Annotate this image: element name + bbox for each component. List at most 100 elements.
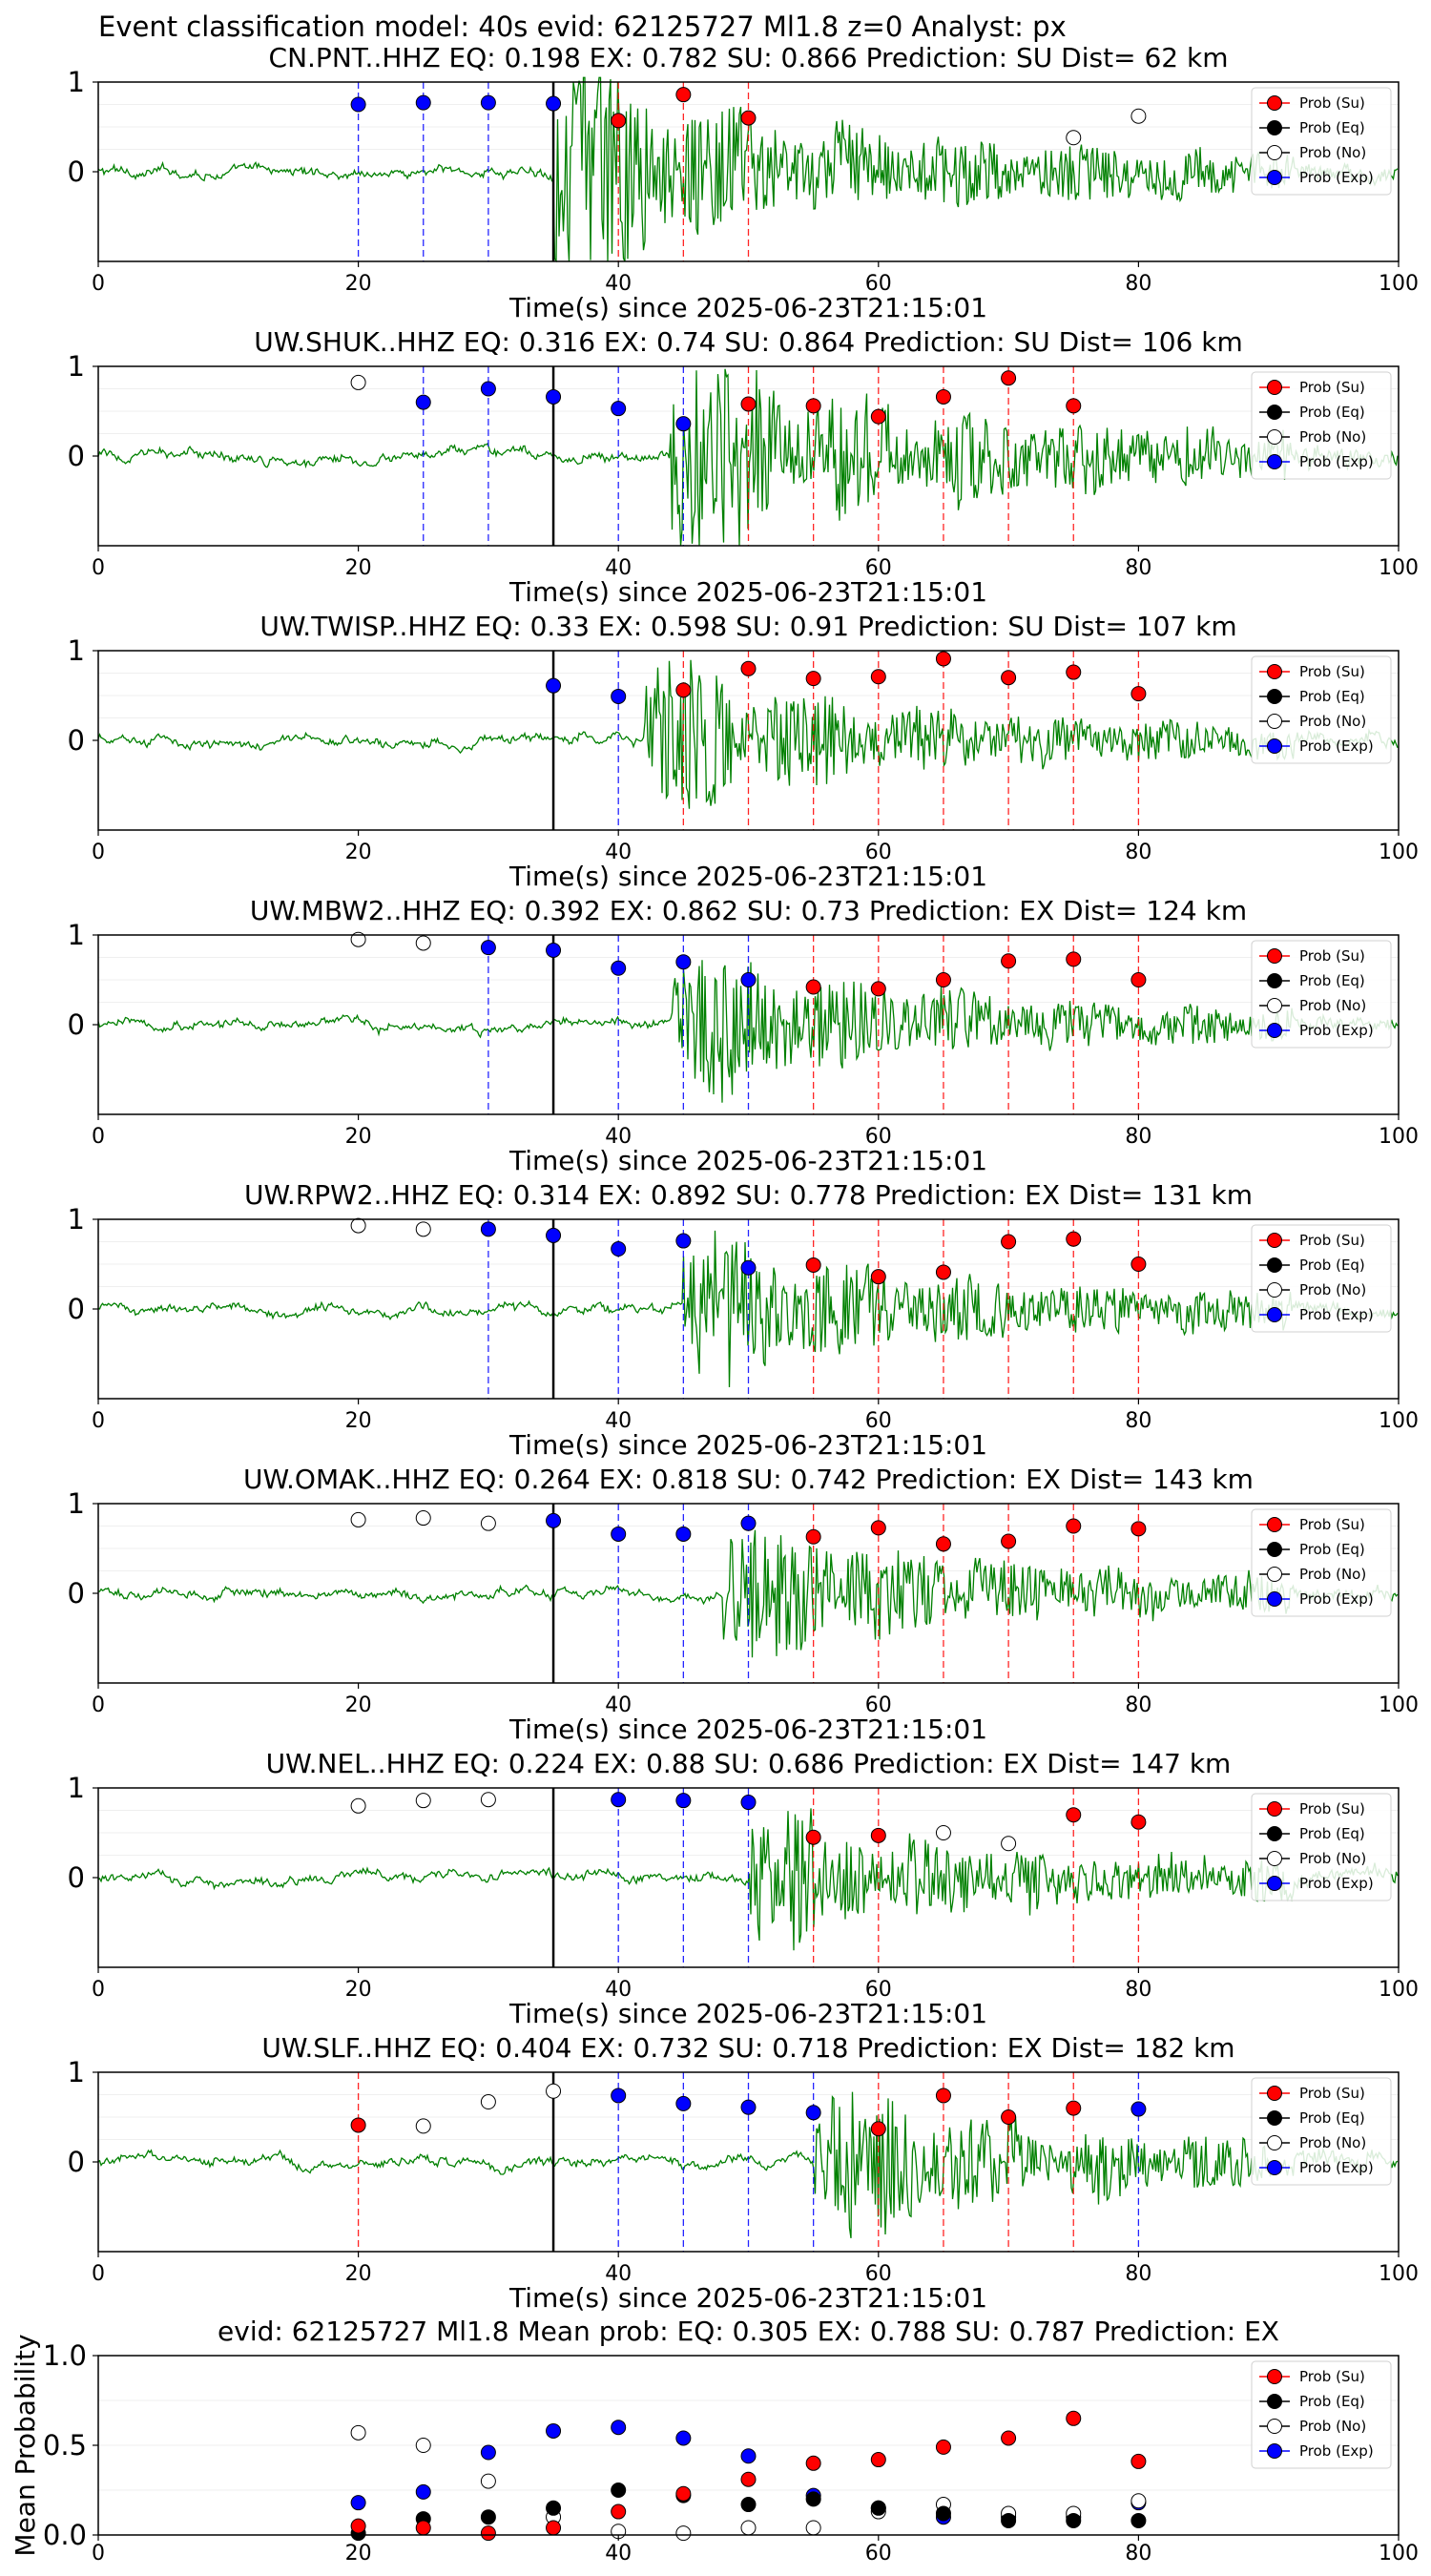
panel-title: CN.PNT..HHZ EQ: 0.198 EX: 0.782 SU: 0.86… bbox=[269, 42, 1229, 73]
prob-point-su bbox=[935, 972, 951, 987]
mean-point-exp bbox=[740, 2448, 757, 2464]
legend-4: Prob (Su) Prob (Eq) Prob (No) Prob (Exp) bbox=[1251, 1224, 1392, 1333]
y-tick-label: 1 bbox=[68, 1487, 85, 1520]
x-tick-label: 0 bbox=[92, 841, 105, 864]
legend-marker-eq bbox=[1267, 120, 1282, 135]
mean-point-eq bbox=[805, 2491, 821, 2507]
legend-label-exp: Prob (Exp) bbox=[1299, 169, 1374, 186]
prob-point-su bbox=[1130, 1257, 1147, 1272]
prob-point-exp bbox=[675, 1233, 692, 1249]
waveform-trace bbox=[97, 1529, 1399, 1658]
prob-point-su bbox=[870, 981, 886, 997]
legend-frame bbox=[1251, 2077, 1392, 2186]
station-panel-shuk: UW.SHUK..HHZ EQ: 0.316 EX: 0.74 SU: 0.86… bbox=[68, 326, 1419, 608]
x-tick-label: 80 bbox=[1125, 2542, 1151, 2566]
legend-marker-eq bbox=[1267, 1542, 1282, 1557]
legend-label-su: Prob (Su) bbox=[1299, 1232, 1365, 1249]
mean-probability-panel: evid: 62125727 Ml1.8 Mean prob: EQ: 0.30… bbox=[10, 2316, 1419, 2566]
legend-8: Prob (Su) Prob (Eq) Prob (No) Prob (Exp) bbox=[1251, 2360, 1392, 2469]
prob-point-su bbox=[675, 87, 692, 103]
legend-label-su: Prob (Su) bbox=[1299, 2368, 1365, 2385]
mean-point-exp bbox=[675, 2430, 692, 2446]
panel-title: UW.SLF..HHZ EQ: 0.404 EX: 0.732 SU: 0.71… bbox=[261, 2032, 1234, 2064]
prob-point-exp bbox=[675, 2095, 692, 2111]
mean-point-eq bbox=[1066, 2512, 1082, 2528]
legend-marker-exp bbox=[1267, 2443, 1282, 2459]
legend-marker-no bbox=[1267, 998, 1282, 1013]
mean-point-eq bbox=[611, 2483, 627, 2498]
x-tick-label: 0 bbox=[92, 272, 105, 296]
legend-marker-no bbox=[1267, 429, 1282, 445]
x-tick-label: 20 bbox=[345, 841, 372, 864]
x-tick-label: 100 bbox=[1379, 1978, 1419, 2002]
legend-marker-no bbox=[1267, 2135, 1282, 2150]
x-tick-label: 0 bbox=[92, 1125, 105, 1149]
prob-point-su bbox=[1130, 1521, 1147, 1537]
prob-point-no bbox=[415, 1510, 431, 1527]
x-tick-label: 60 bbox=[865, 556, 892, 580]
mean-point-su bbox=[480, 2525, 496, 2542]
mean-point-exp bbox=[350, 2495, 366, 2511]
legend-marker-su bbox=[1267, 2369, 1282, 2384]
mean-point-eq bbox=[546, 2500, 562, 2516]
legend-marker-exp bbox=[1267, 170, 1282, 185]
x-tick-label: 40 bbox=[605, 272, 632, 296]
x-tick-label: 60 bbox=[865, 841, 892, 864]
prob-point-su bbox=[1066, 398, 1082, 414]
prob-point-su bbox=[1066, 2100, 1082, 2116]
y-tick-label: 0 bbox=[68, 1861, 85, 1894]
station-panel-twisp: UW.TWISP..HHZ EQ: 0.33 EX: 0.598 SU: 0.9… bbox=[68, 611, 1419, 892]
y-tick-label: 0 bbox=[68, 1577, 85, 1610]
legend-label-eq: Prob (Eq) bbox=[1299, 688, 1365, 705]
legend-marker-eq bbox=[1267, 405, 1282, 420]
legend-marker-su bbox=[1267, 1233, 1282, 1248]
mean-point-su bbox=[870, 2452, 886, 2468]
panels: CN.PNT..HHZ EQ: 0.198 EX: 0.782 SU: 0.86… bbox=[10, 42, 1419, 2566]
mean-point-eq bbox=[480, 2509, 496, 2525]
prob-point-no bbox=[350, 1511, 366, 1527]
prob-point-exp bbox=[480, 381, 496, 397]
prob-point-no bbox=[1001, 1836, 1017, 1852]
mean-point-no bbox=[1130, 2493, 1147, 2509]
prob-point-su bbox=[1066, 664, 1082, 680]
prob-point-su bbox=[935, 1536, 951, 1552]
prob-point-exp bbox=[740, 1515, 757, 1531]
y-axis-label: Mean Probability bbox=[10, 2334, 41, 2556]
prob-point-su bbox=[1066, 1518, 1082, 1534]
legend-label-exp: Prob (Exp) bbox=[1299, 737, 1374, 755]
legend-label-su: Prob (Su) bbox=[1299, 1800, 1365, 1818]
legend-label-exp: Prob (Exp) bbox=[1299, 1022, 1374, 1039]
x-tick-label: 100 bbox=[1379, 272, 1419, 296]
panel-title: UW.TWISP..HHZ EQ: 0.33 EX: 0.598 SU: 0.9… bbox=[259, 611, 1236, 642]
legend-label-no: Prob (No) bbox=[1299, 1566, 1366, 1583]
legend-label-eq: Prob (Eq) bbox=[1299, 404, 1365, 421]
x-axis-label: Time(s) since 2025-06-23T21:15:01 bbox=[508, 1145, 987, 1176]
panel-title: UW.SHUK..HHZ EQ: 0.316 EX: 0.74 SU: 0.86… bbox=[254, 326, 1242, 358]
mean-point-no bbox=[675, 2525, 692, 2542]
legend-frame bbox=[1251, 87, 1392, 196]
legend-label-exp: Prob (Exp) bbox=[1299, 453, 1374, 470]
x-tick-label: 100 bbox=[1379, 1409, 1419, 1433]
x-axis-label: Time(s) since 2025-06-23T21:15:01 bbox=[508, 1429, 987, 1461]
prob-point-su bbox=[1130, 1814, 1147, 1830]
mean-point-su bbox=[1066, 2410, 1082, 2426]
y-tick-label: 1 bbox=[68, 634, 85, 667]
prob-point-su bbox=[805, 979, 821, 995]
legend-marker-eq bbox=[1267, 1826, 1282, 1841]
prob-point-exp bbox=[805, 2105, 821, 2121]
legend-label-no: Prob (No) bbox=[1299, 144, 1366, 161]
x-tick-label: 60 bbox=[865, 1978, 892, 2002]
y-tick-label: 1 bbox=[68, 919, 85, 951]
prob-point-exp bbox=[350, 96, 366, 113]
legend-marker-eq bbox=[1267, 2110, 1282, 2126]
prob-point-su bbox=[805, 398, 821, 414]
x-tick-label: 0 bbox=[92, 1409, 105, 1433]
y-tick-label: 1 bbox=[68, 1772, 85, 1804]
legend-marker-su bbox=[1267, 948, 1282, 964]
prob-point-su bbox=[805, 671, 821, 687]
legend-label-no: Prob (No) bbox=[1299, 1850, 1366, 1867]
x-tick-label: 20 bbox=[345, 1409, 372, 1433]
mean-point-eq bbox=[870, 2500, 886, 2516]
mean-point-su bbox=[675, 2485, 692, 2502]
prob-point-su bbox=[805, 1528, 821, 1545]
